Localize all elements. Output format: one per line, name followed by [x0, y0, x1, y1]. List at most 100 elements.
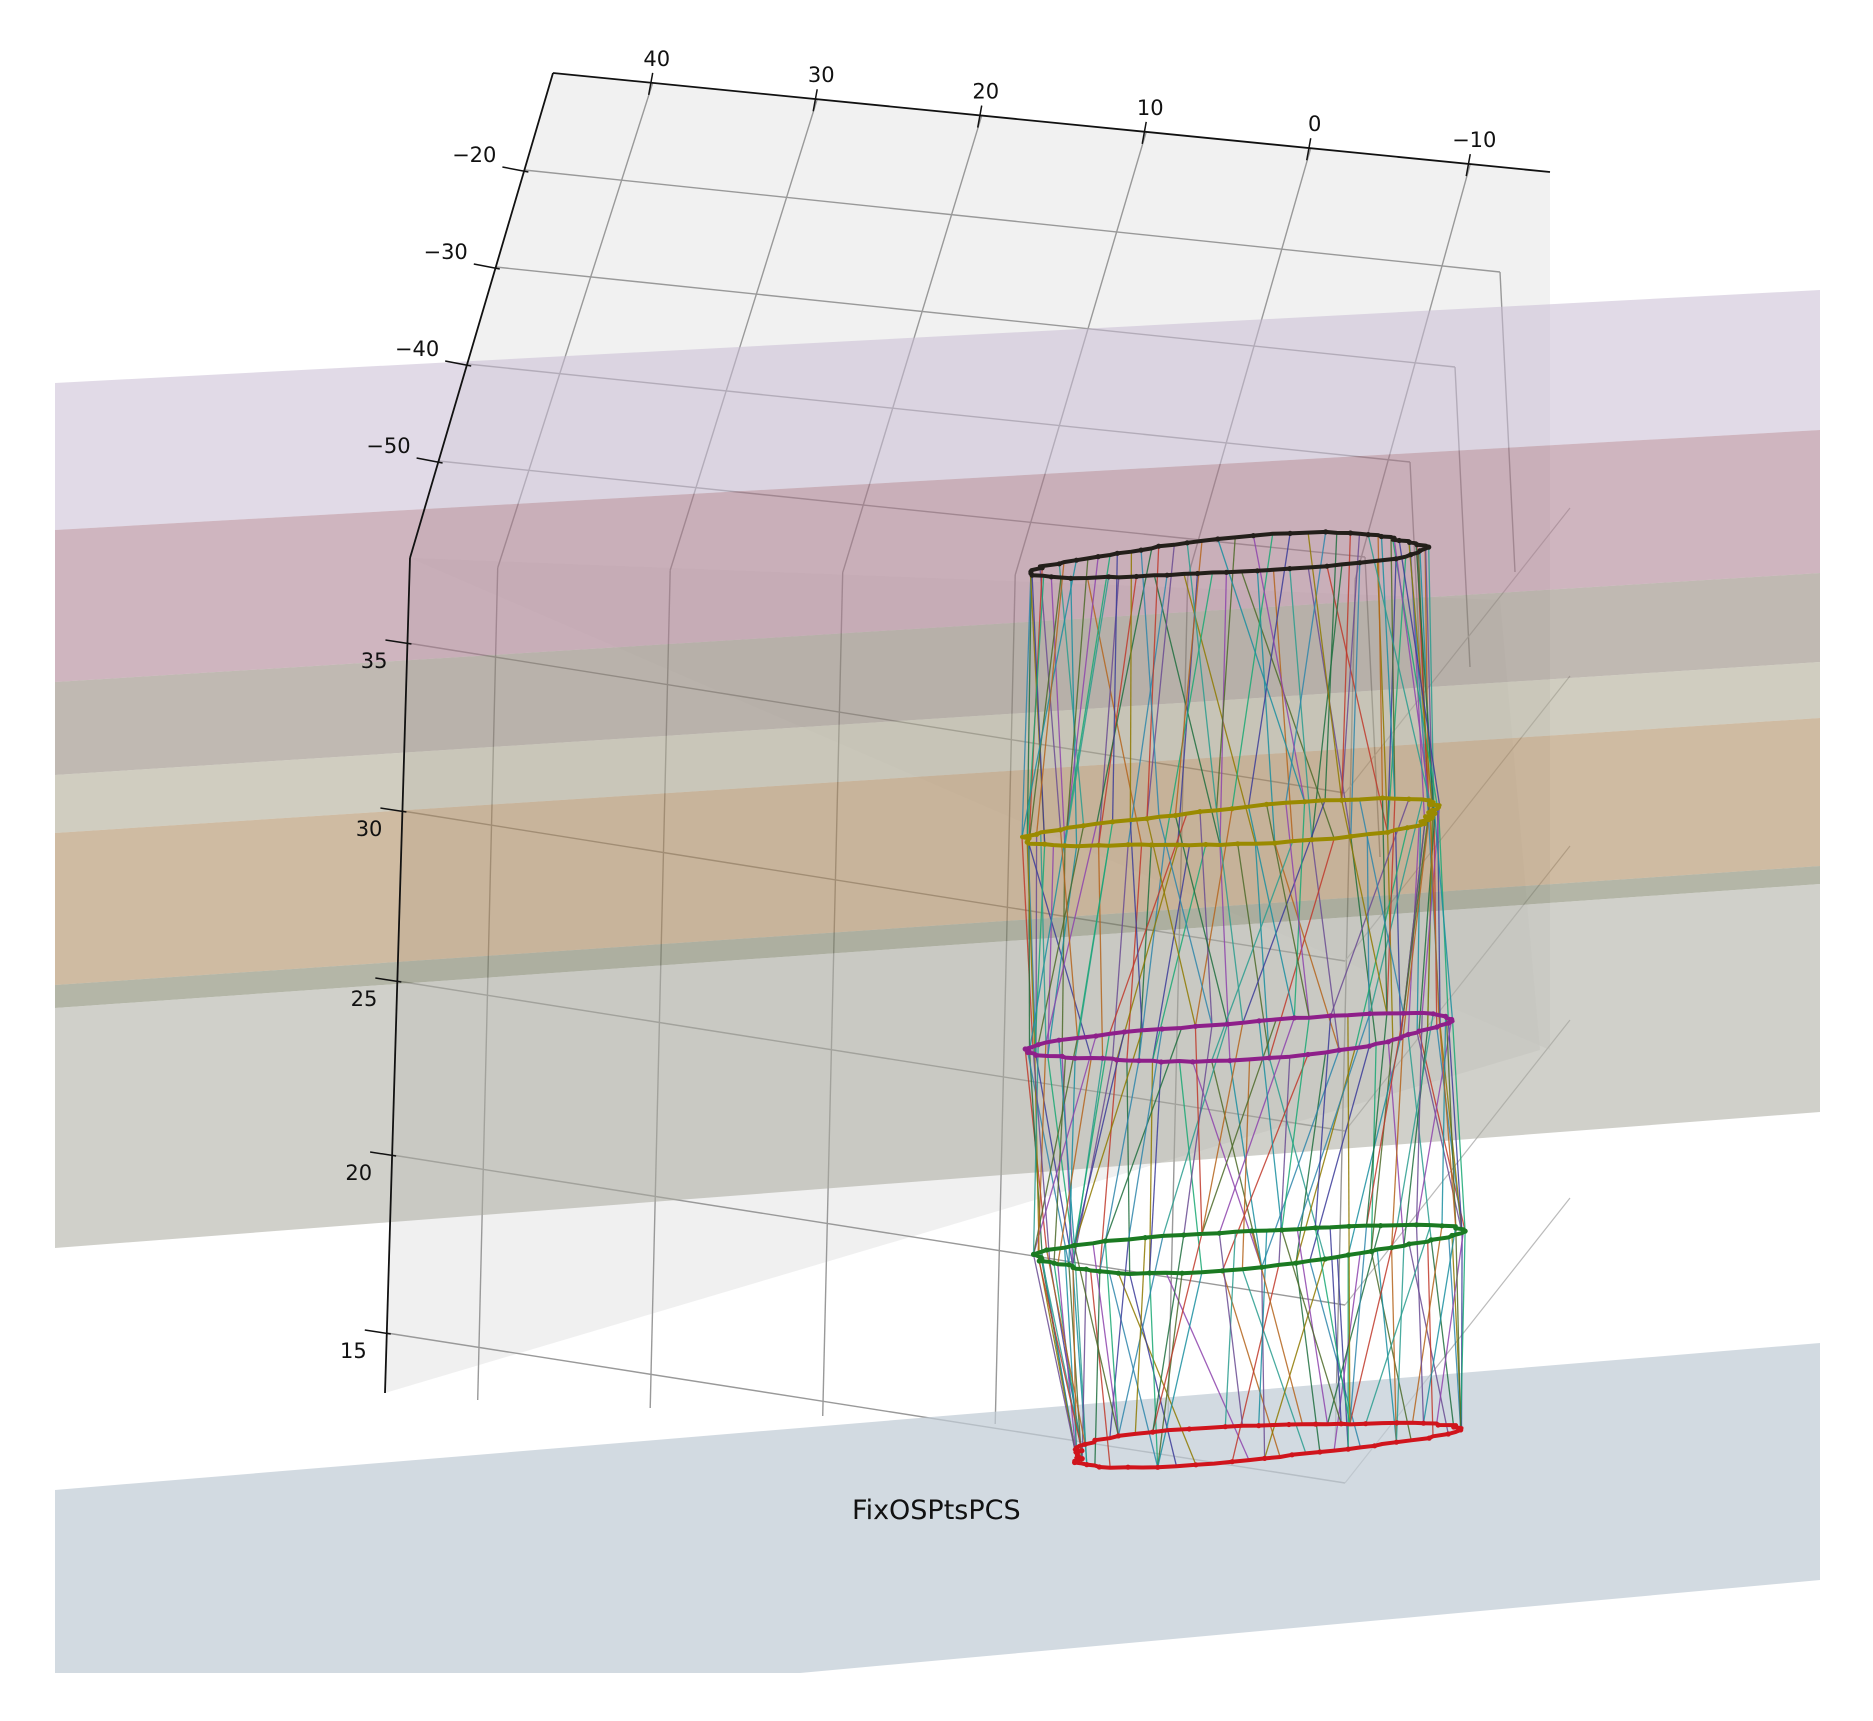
- ring-point: [1445, 1020, 1452, 1026]
- ring-point: [1324, 563, 1330, 569]
- ring-point: [1144, 816, 1150, 822]
- strand-line: [1285, 531, 1327, 803]
- ring-point: [1391, 535, 1397, 541]
- strand-line: [1032, 1044, 1039, 1255]
- axes: 40 30 20 10 0 −10 −20 −30 −40 −50 35 30 25 20 15: [340, 47, 1551, 1394]
- ring-point: [1453, 1225, 1459, 1231]
- ring-point: [1148, 842, 1154, 848]
- ring-point: [1417, 548, 1423, 554]
- ring-point: [1287, 530, 1293, 537]
- ring-point: [1264, 801, 1270, 808]
- ring-point: [1057, 827, 1064, 833]
- strand-line: [1386, 798, 1396, 1014]
- ring-point: [1287, 566, 1293, 572]
- ring-point: [1408, 552, 1414, 558]
- ring-point: [1106, 574, 1112, 580]
- ring-point: [1317, 1449, 1323, 1455]
- y-tick-label: −40: [395, 337, 439, 361]
- ring-point: [1279, 1227, 1285, 1233]
- ring-point: [1313, 1421, 1319, 1427]
- z-tick-label: 25: [351, 987, 378, 1011]
- ring-point: [1426, 1435, 1432, 1441]
- ring-point: [1378, 1223, 1384, 1229]
- ring-point: [1056, 561, 1062, 567]
- stratum-band: [55, 866, 1820, 1008]
- ring-point: [1072, 1459, 1078, 1466]
- x-tick-mark: [1305, 138, 1312, 161]
- strand-line: [1285, 802, 1310, 1018]
- ring-point: [1073, 557, 1079, 563]
- strand-line: [1311, 564, 1343, 840]
- strand-line: [1163, 572, 1214, 846]
- strand-line: [1138, 844, 1166, 1061]
- strand-line: [1151, 844, 1207, 1061]
- strand-line: [1247, 533, 1291, 807]
- ring-point: [1093, 1033, 1099, 1039]
- strand-line: [1117, 1272, 1197, 1466]
- ring-point: [1125, 842, 1131, 848]
- strand-line: [1408, 541, 1434, 811]
- strand-line: [1436, 1229, 1465, 1424]
- ring-point: [1115, 1270, 1121, 1276]
- ring-point: [1079, 1456, 1085, 1462]
- stratum-band: [55, 662, 1820, 833]
- strand-line: [1349, 1225, 1368, 1425]
- strand-line: [1099, 1060, 1140, 1272]
- strand-line: [1178, 1060, 1203, 1273]
- z-axis-line: [384, 557, 411, 1394]
- strand-line: [1427, 1241, 1434, 1437]
- x-tick-mark: [1465, 153, 1471, 177]
- strand-line: [1157, 1272, 1203, 1468]
- strand-line: [1127, 1028, 1163, 1240]
- ring-point: [1229, 806, 1235, 812]
- ring-point: [1413, 1222, 1420, 1228]
- strand-line: [1032, 1037, 1079, 1255]
- strand-line: [1151, 845, 1191, 1061]
- strand-line: [1349, 1225, 1398, 1425]
- x-tick-label: −10: [1452, 128, 1496, 152]
- strand-line: [1390, 1036, 1404, 1248]
- ring-point: [1079, 1448, 1085, 1454]
- x-tick-label: 20: [972, 80, 999, 104]
- y-grid-line: [524, 169, 1501, 273]
- strand-line: [1447, 1023, 1463, 1234]
- ring-point: [1138, 547, 1144, 553]
- strand-line: [1341, 532, 1352, 801]
- x-tick-label: 10: [1137, 96, 1164, 120]
- strand-line: [1415, 1224, 1425, 1424]
- strand-line: [1068, 1058, 1076, 1265]
- strand-line: [1365, 1224, 1432, 1424]
- ring-point: [1435, 804, 1442, 810]
- z-tick-label: 30: [356, 817, 383, 841]
- strand-line: [1111, 553, 1118, 822]
- strand-line: [1295, 1263, 1321, 1453]
- ring-point: [1435, 1422, 1441, 1428]
- strand-line: [1070, 578, 1078, 847]
- strand-line: [1393, 538, 1431, 801]
- strand-line: [1240, 571, 1335, 839]
- strand-line: [1408, 1243, 1449, 1435]
- ring-point: [1155, 1464, 1161, 1470]
- strand-line: [1138, 844, 1152, 1061]
- strand-line: [1369, 799, 1423, 1014]
- ring-point: [1345, 1252, 1351, 1258]
- ring-point: [1249, 1228, 1255, 1234]
- strand-line: [1075, 1268, 1088, 1465]
- strand-line: [1370, 1039, 1394, 1252]
- ring-point: [1133, 573, 1139, 580]
- ring-point: [1309, 837, 1315, 843]
- ring-point: [1072, 1055, 1078, 1061]
- strand-line: [1428, 547, 1435, 815]
- strand-line: [1415, 1019, 1453, 1225]
- strand-line: [1252, 535, 1306, 802]
- strand-line: [1396, 1013, 1434, 1226]
- ring-point: [1110, 819, 1116, 825]
- ring-point: [1414, 542, 1420, 548]
- ring-point: [1048, 574, 1054, 580]
- stratum-band: [55, 290, 1820, 530]
- ring-point: [1434, 1024, 1440, 1030]
- strand-line: [1324, 532, 1338, 801]
- strand-line: [1251, 1230, 1304, 1425]
- ring-point: [1286, 1421, 1292, 1428]
- ring-point: [1158, 1059, 1164, 1065]
